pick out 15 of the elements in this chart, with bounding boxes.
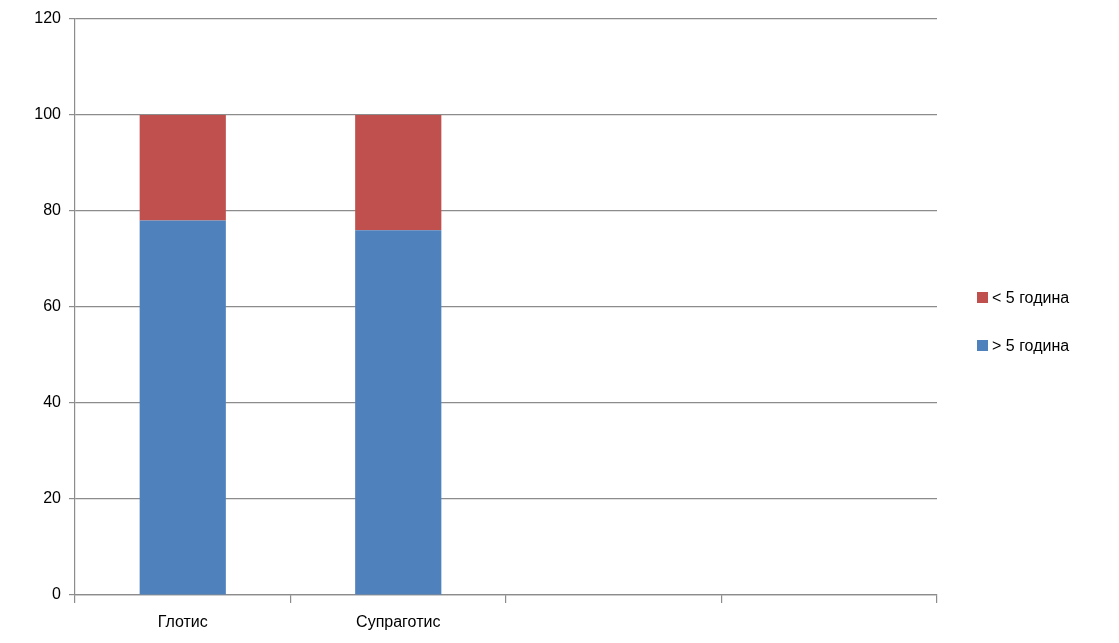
bar	[139, 220, 226, 595]
y-tick-label: 60	[43, 297, 62, 315]
y-tick-label: 40	[43, 393, 62, 411]
y-tick-label: 120	[34, 9, 62, 27]
x-tick-label: Глотис	[157, 613, 208, 631]
bar	[355, 115, 442, 231]
y-tick-label: 0	[52, 585, 62, 603]
bar	[139, 115, 226, 221]
y-tick-label: 80	[43, 201, 62, 219]
bar	[355, 230, 442, 595]
legend-label: < 5 година	[992, 288, 1070, 307]
x-tick-label: Супраготис	[356, 613, 441, 631]
legend-label: > 5 година	[992, 336, 1070, 355]
y-tick-label: 100	[34, 105, 62, 123]
y-tick-label: 20	[43, 489, 62, 507]
